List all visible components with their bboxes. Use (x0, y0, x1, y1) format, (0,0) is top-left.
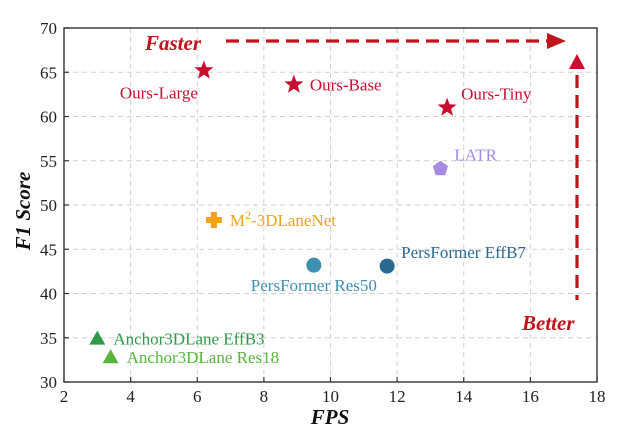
y-tick-label: 50 (40, 196, 57, 215)
y-axis-title: F1 Score (11, 172, 35, 252)
y-tick-label: 70 (40, 19, 57, 38)
y-tick-label: 40 (40, 285, 57, 304)
ours-large-label: Ours-Large (120, 83, 198, 102)
m2-3dlanenet-label: M2-3DLaneNet (230, 208, 336, 230)
better-corner-triangle (569, 54, 585, 69)
faster-annotation: Faster (144, 31, 202, 55)
plot-frame (63, 27, 598, 383)
x-axis-title: FPS (310, 405, 350, 429)
anchor3dlane-effb3-marker (89, 330, 106, 345)
ours-large-marker (194, 60, 214, 79)
ours-tiny-label: Ours-Tiny (461, 85, 532, 104)
y-tick-label: 55 (40, 152, 57, 171)
persformer-effb7-marker (379, 258, 395, 274)
ours-base-label: Ours-Base (310, 76, 382, 95)
latr-marker (432, 160, 448, 176)
y-tick-label: 45 (40, 240, 57, 259)
latr-label: LATR (454, 146, 497, 165)
persformer-effb7-label: PersFormer EffB7 (401, 243, 526, 262)
x-tick-label: 18 (589, 387, 606, 406)
ours-base-marker (284, 74, 304, 93)
data-points (89, 60, 457, 364)
y-tick-label: 65 (40, 63, 57, 82)
y-tick-label: 30 (40, 373, 57, 392)
persformer-res50-label: PersFormer Res50 (251, 276, 377, 295)
anchor3dlane-effb3-label: Anchor3DLane EffB3 (113, 330, 264, 349)
x-tick-label: 6 (193, 387, 202, 406)
x-tick-label: 12 (389, 387, 406, 406)
point-labels: Ours-Large Ours-Base Ours-Tiny LATR M2-3DLan… (113, 76, 532, 368)
x-tick-label: 16 (522, 387, 539, 406)
x-tick-label: 14 (455, 387, 473, 406)
x-tick-label: 4 (126, 387, 135, 406)
x-tick-label: 2 (60, 387, 69, 406)
better-annotation: Better (521, 311, 575, 335)
ours-tiny-marker (437, 97, 457, 116)
direction-arrows (226, 33, 585, 300)
m2-3dlanenet-marker (205, 212, 222, 229)
x-tick-label: 10 (322, 387, 339, 406)
y-tick-label: 35 (40, 329, 57, 348)
anchor3dlane-res18-marker (102, 349, 119, 364)
faster-arrowhead (547, 33, 566, 49)
persformer-res50-marker (306, 257, 322, 273)
x-tick-label: 8 (260, 387, 269, 406)
anchor3dlane-res18-label: Anchor3DLane Res18 (127, 348, 280, 367)
y-tick-label: 60 (40, 108, 57, 127)
